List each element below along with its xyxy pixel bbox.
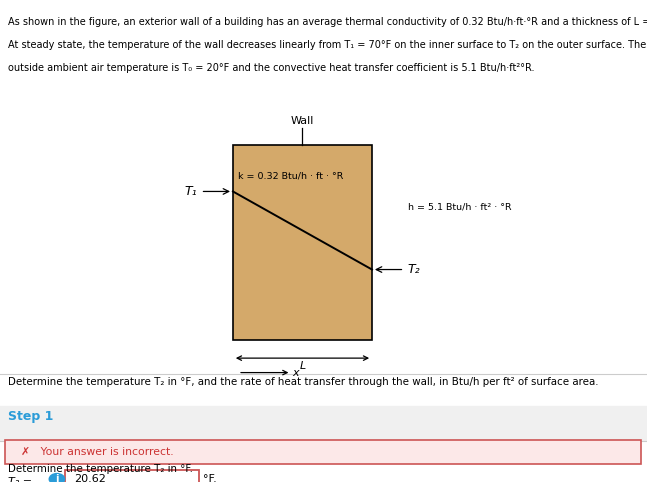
Text: h = 5.1 Btu/h · ft² · °R: h = 5.1 Btu/h · ft² · °R bbox=[408, 202, 511, 212]
Text: ✗   Your answer is incorrect.: ✗ Your answer is incorrect. bbox=[21, 447, 173, 457]
Text: T₂: T₂ bbox=[408, 263, 421, 276]
Circle shape bbox=[49, 473, 65, 482]
Text: outside ambient air temperature is T₀ = 20°F and the convective heat transfer co: outside ambient air temperature is T₀ = … bbox=[8, 63, 534, 73]
Text: Wall: Wall bbox=[291, 116, 314, 126]
Text: At steady state, the temperature of the wall decreases linearly from T₁ = 70°F o: At steady state, the temperature of the … bbox=[8, 40, 646, 50]
Text: T₂ =: T₂ = bbox=[8, 477, 32, 482]
Text: Determine the temperature T₂ in °F, and the rate of heat transfer through the wa: Determine the temperature T₂ in °F, and … bbox=[8, 377, 598, 388]
Text: Determine the temperature T₂ in °F.: Determine the temperature T₂ in °F. bbox=[8, 464, 193, 474]
Text: As shown in the figure, an exterior wall of a building has an average thermal co: As shown in the figure, an exterior wall… bbox=[8, 17, 647, 27]
Text: x: x bbox=[292, 368, 300, 377]
Text: Step 1: Step 1 bbox=[8, 410, 53, 423]
Text: 20.62: 20.62 bbox=[74, 474, 105, 482]
Text: L: L bbox=[300, 361, 305, 371]
Text: °F.: °F. bbox=[203, 474, 217, 482]
Bar bbox=[0, 406, 647, 441]
Bar bbox=[233, 145, 372, 340]
FancyBboxPatch shape bbox=[5, 440, 641, 464]
FancyBboxPatch shape bbox=[65, 470, 199, 482]
Text: T₁: T₁ bbox=[184, 185, 197, 198]
Text: i: i bbox=[55, 474, 59, 482]
Text: k = 0.32 Btu/h · ft · °R: k = 0.32 Btu/h · ft · °R bbox=[238, 171, 344, 180]
